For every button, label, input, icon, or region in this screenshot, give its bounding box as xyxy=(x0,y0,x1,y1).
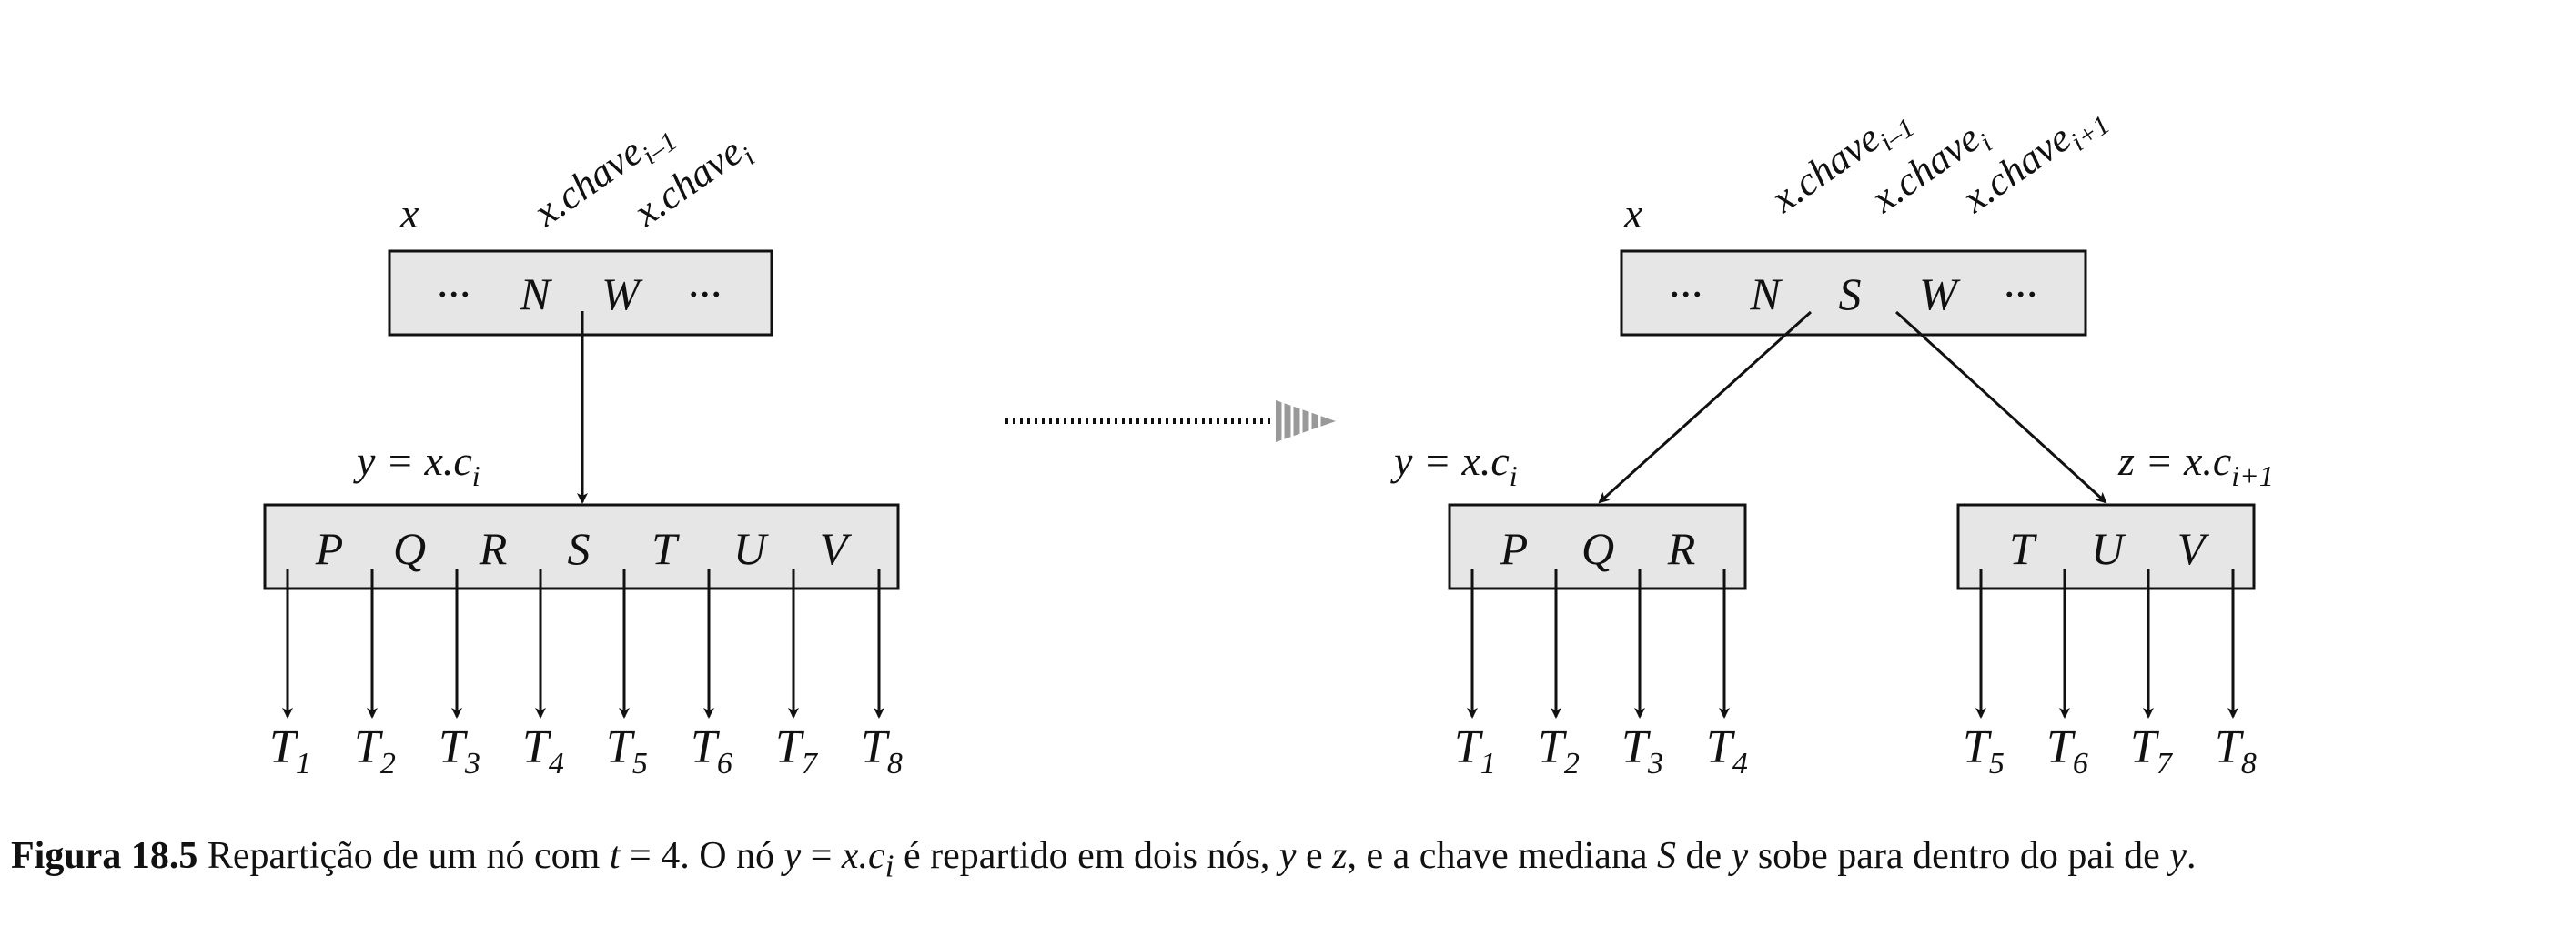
node-key-v: V xyxy=(820,523,853,574)
right-z-pointers xyxy=(1975,569,2238,719)
caption-text: de xyxy=(1676,835,1732,877)
node-key-t: T xyxy=(652,523,680,574)
right-tree: x x.chavei–1 x.chavei x.chavei+1 ··· N S… xyxy=(1390,93,2274,781)
subtree-label: T6 xyxy=(691,721,732,781)
parent-key-ellipsis: ··· xyxy=(436,268,470,319)
transition-arrow-head xyxy=(1276,400,1336,442)
subtree-label: T3 xyxy=(439,721,480,781)
right-parent-to-z-arrow xyxy=(1894,310,2107,504)
caption-label: Figura 18.5 xyxy=(11,835,198,877)
caption-text: é repartido em dois nós, xyxy=(894,835,1279,877)
left-parent-keys: ··· N W ··· xyxy=(436,268,722,319)
caption-text: Repartição de um nó com xyxy=(197,835,610,877)
subtree-label: T4 xyxy=(522,721,564,781)
right-y-subtrees: T1 T2 T3 T4 xyxy=(1454,721,1748,781)
node-key-r: R xyxy=(479,523,508,574)
subtree-label: T8 xyxy=(861,721,903,781)
caption-text: e xyxy=(1296,835,1333,877)
subtree-label: T2 xyxy=(1538,721,1580,781)
node-key-u: U xyxy=(733,523,769,574)
left-child-pointers xyxy=(282,569,884,719)
caption-var: S xyxy=(1657,835,1676,877)
node-key-p: P xyxy=(1500,523,1529,574)
transition-arrow xyxy=(1005,398,1336,444)
subtree-label: T8 xyxy=(2215,721,2257,781)
node-key-s: S xyxy=(568,523,591,574)
parent-key-s: S xyxy=(1839,268,1862,319)
subtree-label: T6 xyxy=(2046,721,2088,781)
subtree-label: T4 xyxy=(1706,721,1748,781)
caption-var: x.c xyxy=(841,835,885,877)
right-y-node xyxy=(1448,503,1747,590)
left-parent-node xyxy=(388,249,773,337)
parent-key-n: N xyxy=(1749,268,1783,319)
right-key-label-i-plus-1: x.chavei+1 xyxy=(1954,93,2116,227)
caption-var: y xyxy=(783,835,802,877)
right-z-label: z = x.ci+1 xyxy=(2117,438,2274,492)
caption-var: z xyxy=(1332,835,1348,877)
right-y-keys: P Q R xyxy=(1500,523,1696,574)
subtree-label: T7 xyxy=(2130,721,2174,781)
parent-key-ellipsis: ··· xyxy=(2003,268,2037,319)
right-parent-to-y-arrow xyxy=(1598,310,1813,504)
left-x-label: x xyxy=(399,190,419,237)
caption-var: y xyxy=(2169,835,2187,877)
subtree-label: T5 xyxy=(606,721,648,781)
node-key-r: R xyxy=(1667,523,1696,574)
subtree-label: T3 xyxy=(1621,721,1663,781)
node-key-q: Q xyxy=(1581,523,1614,574)
right-parent-node xyxy=(1620,249,2087,337)
subtree-label: T2 xyxy=(354,721,396,781)
caption-text: = 4. O nó xyxy=(620,835,784,877)
caption-text: sobe para dentro do pai de xyxy=(1748,835,2170,877)
right-z-subtrees: T5 T6 T7 T8 xyxy=(1963,721,2257,781)
node-key-v: V xyxy=(2177,523,2210,574)
left-tree: x x.chavei–1 x.chavei ··· N W ··· y = x.… xyxy=(263,126,903,781)
parent-key-w: W xyxy=(601,268,643,319)
parent-key-n: N xyxy=(519,268,552,319)
subtree-label: T5 xyxy=(1963,721,2005,781)
right-x-label: x xyxy=(1623,190,1643,237)
node-key-u: U xyxy=(2091,523,2126,574)
caption-text: . xyxy=(2186,835,2197,877)
right-parent-keys: ··· N S W ··· xyxy=(1668,268,2037,319)
subtree-label: T1 xyxy=(269,721,311,781)
left-subtrees: T1 T2 T3 T4 T5 T6 T7 T8 xyxy=(269,721,903,781)
node-key-t: T xyxy=(2009,523,2037,574)
caption-var: y xyxy=(1731,835,1749,877)
parent-key-ellipsis: ··· xyxy=(687,268,722,319)
caption-var: y xyxy=(1278,835,1297,877)
subtree-label: T1 xyxy=(1454,721,1496,781)
caption-text: = xyxy=(801,835,842,877)
caption-var: t xyxy=(609,835,621,877)
parent-key-ellipsis: ··· xyxy=(1668,268,1702,319)
right-z-node xyxy=(1956,503,2256,590)
caption-text: , e a chave mediana xyxy=(1347,835,1657,877)
parent-key-w: W xyxy=(1919,268,1961,319)
right-y-label: y = x.ci xyxy=(1390,438,1518,492)
node-key-q: Q xyxy=(393,523,426,574)
caption-var: i xyxy=(884,848,894,884)
left-y-label: y = x.ci xyxy=(353,438,480,492)
subtree-label: T7 xyxy=(775,721,819,781)
right-y-pointers xyxy=(1467,569,1730,719)
figure-caption: Figura 18.5 Repartição de um nó com t = … xyxy=(11,831,2568,891)
node-key-p: P xyxy=(315,523,344,574)
